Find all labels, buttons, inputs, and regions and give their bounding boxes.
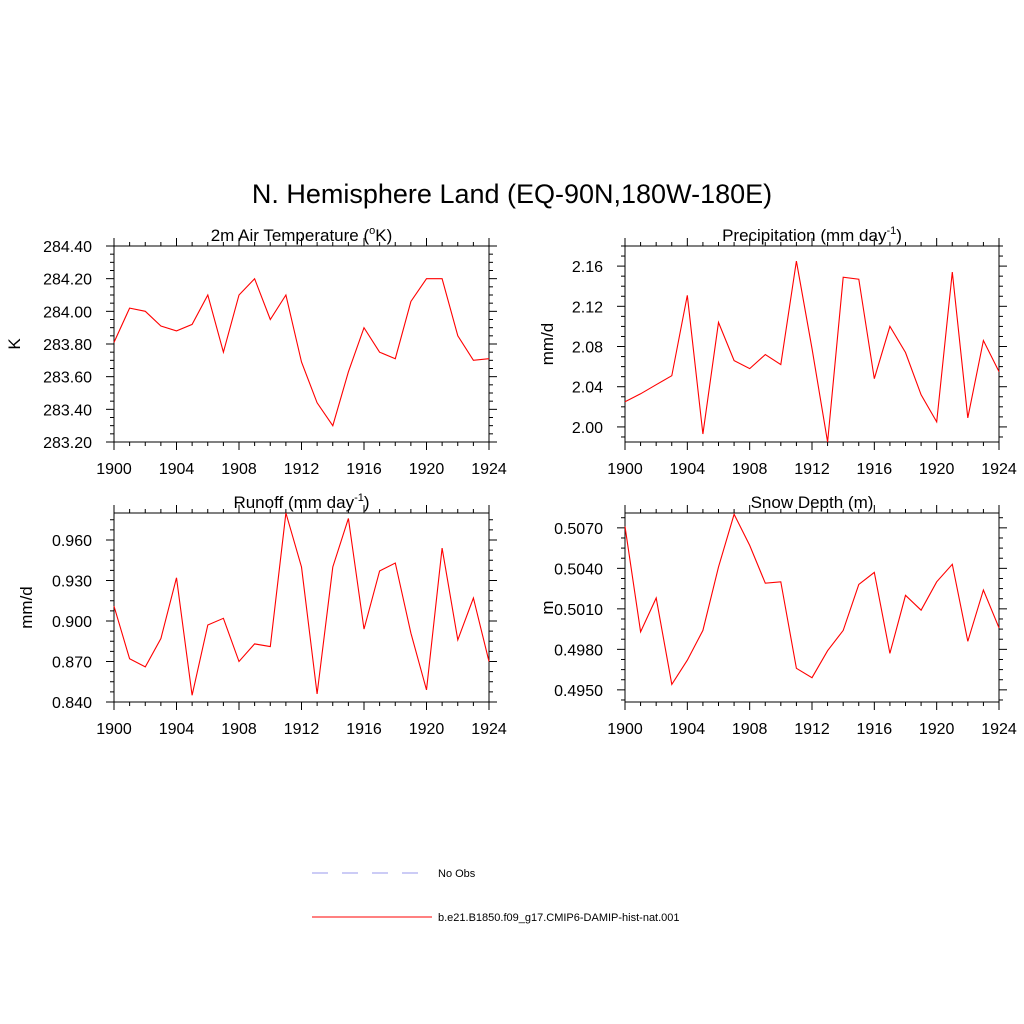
- panel-title: Runoff (mm day-1): [233, 492, 369, 512]
- x-tick-label: 1912: [284, 721, 320, 738]
- x-tick-label: 1920: [409, 721, 445, 738]
- panel-title: Precipitation (mm day-1): [722, 225, 902, 245]
- legend-label-2: b.e21.B1850.f09_g17.CMIP6-DAMIP-hist-nat…: [438, 912, 680, 924]
- panel-title-superscript: -1: [354, 492, 364, 504]
- y-tick-label: 2.04: [572, 380, 603, 397]
- x-tick-label: 1924: [471, 721, 507, 738]
- series-line-1: [624, 261, 1000, 443]
- legend: No Obs b.e21.B1850.f09_g17.CMIP6-DAMIP-hi…: [312, 868, 680, 924]
- y-tick-label: 283.20: [43, 435, 92, 452]
- y-tick-label: 0.5040: [554, 561, 603, 578]
- x-tick-label: 1900: [607, 461, 643, 478]
- panel-3: Runoff (mm day-1) mm/d 1900 1904 1908 1912 191…: [17, 492, 507, 738]
- panel-title-tail: ): [364, 493, 370, 512]
- panels: 2m Air Temperature (oK) K 1900 1904 1908 1912…: [5, 225, 1017, 738]
- panel-2: Precipitation (mm day-1) mm/d 1900 1904 1908…: [538, 225, 1017, 478]
- x-tick-label: 1920: [409, 461, 445, 478]
- panel-1: 2m Air Temperature (oK) K 1900 1904 1908 1912…: [5, 225, 507, 478]
- x-tick-label: 1904: [159, 461, 195, 478]
- x-tick-label: 1912: [794, 461, 830, 478]
- x-tick-label: 1908: [221, 461, 257, 478]
- plot-frame: [624, 245, 1000, 443]
- y-tick-label: 0.870: [52, 655, 92, 672]
- x-tick-label: 1904: [670, 721, 706, 738]
- plot-frame: [113, 512, 490, 703]
- x-tick-label: 1912: [284, 461, 320, 478]
- x-tick-label: 1916: [857, 721, 893, 738]
- main-title: N. Hemisphere Land (EQ-90N,180W-180E): [252, 179, 772, 209]
- x-tick-label: 1924: [981, 461, 1017, 478]
- x-tick-label: 1916: [346, 721, 382, 738]
- y-tick-label: 0.960: [52, 533, 92, 550]
- x-tick-label: 1920: [919, 721, 955, 738]
- y-tick-label: 284.40: [43, 239, 92, 256]
- x-tick-label: 1908: [221, 721, 257, 738]
- y-axis-label: mm/d: [17, 586, 36, 629]
- y-tick-label: 0.5010: [554, 602, 603, 619]
- panel-title-superscript: o: [369, 225, 375, 237]
- legend-label-1: No Obs: [438, 868, 476, 880]
- panel-4: Snow Depth (m) m 1900 1904 1908 1912 1916 1920 1…: [538, 493, 1017, 738]
- x-tick-label: 1904: [670, 461, 706, 478]
- y-axis-label: K: [5, 338, 24, 350]
- series-line-1: [113, 512, 490, 696]
- y-tick-label: 283.40: [43, 402, 92, 419]
- x-tick-label: 1916: [346, 461, 382, 478]
- plot-frame: [624, 512, 1000, 703]
- y-tick-label: 0.930: [52, 574, 92, 591]
- y-tick-label: 284.00: [43, 304, 92, 321]
- x-tick-label: 1904: [159, 721, 195, 738]
- panel-title-text: 2m Air Temperature (: [211, 226, 370, 245]
- x-tick-label: 1900: [96, 461, 132, 478]
- x-tick-label: 1912: [794, 721, 830, 738]
- x-tick-label: 1900: [607, 721, 643, 738]
- panel-title-text: Runoff (mm day: [233, 493, 354, 512]
- y-tick-label: 0.5070: [554, 521, 603, 538]
- y-tick-label: 284.20: [43, 272, 92, 289]
- x-tick-label: 1900: [96, 721, 132, 738]
- panel-title-superscript: -1: [886, 225, 896, 237]
- y-tick-label: 2.12: [572, 299, 603, 316]
- x-tick-label: 1920: [919, 461, 955, 478]
- plot-frame: [113, 245, 490, 443]
- y-tick-label: 2.00: [572, 420, 603, 437]
- y-axis-label: mm/d: [538, 323, 557, 366]
- x-tick-label: 1908: [732, 461, 768, 478]
- y-tick-label: 2.16: [572, 259, 603, 276]
- x-tick-label: 1908: [732, 721, 768, 738]
- panel-title-text: Precipitation (mm day: [722, 226, 887, 245]
- series-line-1: [113, 277, 490, 427]
- panel-title-tail: ): [896, 226, 902, 245]
- y-tick-label: 0.840: [52, 695, 92, 712]
- panel-title-text: Snow Depth (m): [751, 493, 874, 512]
- y-tick-label: 0.4980: [554, 642, 603, 659]
- panel-title: Snow Depth (m): [751, 493, 874, 512]
- y-tick-label: 283.80: [43, 337, 92, 354]
- y-tick-label: 283.60: [43, 370, 92, 387]
- panel-title-tail: K): [375, 226, 392, 245]
- series-line-1: [624, 512, 1000, 686]
- y-axis-label: m: [538, 600, 557, 614]
- panel-title: 2m Air Temperature (oK): [211, 225, 393, 245]
- x-tick-label: 1924: [471, 461, 507, 478]
- x-tick-label: 1924: [981, 721, 1017, 738]
- y-tick-label: 0.900: [52, 614, 92, 631]
- x-tick-label: 1916: [857, 461, 893, 478]
- y-tick-label: 2.08: [572, 340, 603, 357]
- y-tick-label: 0.4950: [554, 683, 603, 700]
